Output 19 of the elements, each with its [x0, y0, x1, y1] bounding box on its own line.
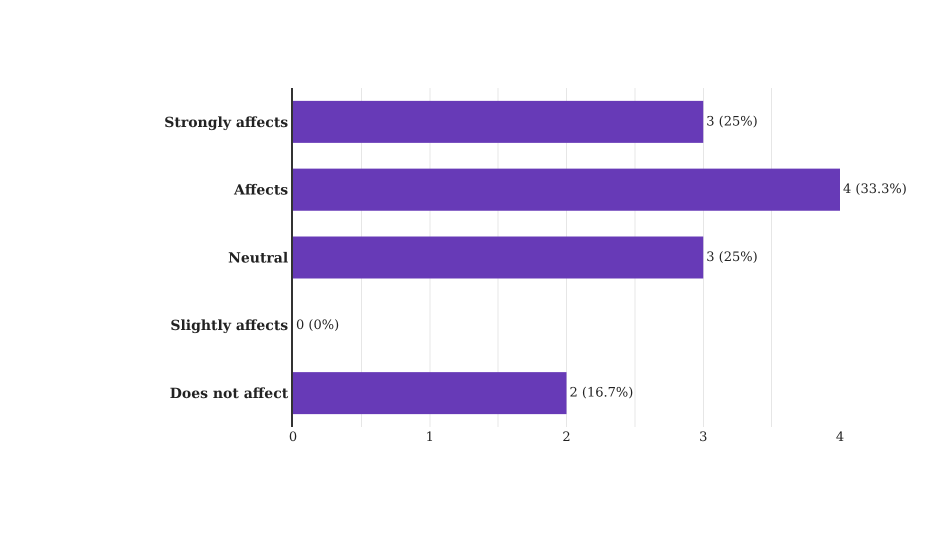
y-tick-label: Affects: [233, 182, 288, 199]
data-label: 3 (25%): [706, 250, 758, 265]
bar: [293, 236, 704, 279]
bar: [293, 168, 840, 211]
y-tick-label: Does not affect: [170, 386, 289, 402]
data-label: 3 (25%): [706, 114, 758, 130]
x-tick-label: 3: [699, 430, 708, 445]
x-tick-label: 4: [836, 430, 844, 445]
bar: [293, 100, 704, 143]
x-tick-label: 1: [426, 430, 434, 445]
y-tick-label: Slightly affects: [170, 318, 288, 334]
y-tick-label: Neutral: [228, 250, 288, 266]
bar: [293, 372, 566, 414]
data-label: 0 (0%): [296, 318, 340, 333]
x-tick-label: 0: [288, 430, 298, 445]
data-label: 2 (16.7%): [570, 386, 634, 401]
y-tick-label: Strongly affects: [164, 114, 288, 131]
data-label: 4 (33.3%): [843, 182, 907, 198]
x-tick-label: 2: [562, 430, 571, 445]
